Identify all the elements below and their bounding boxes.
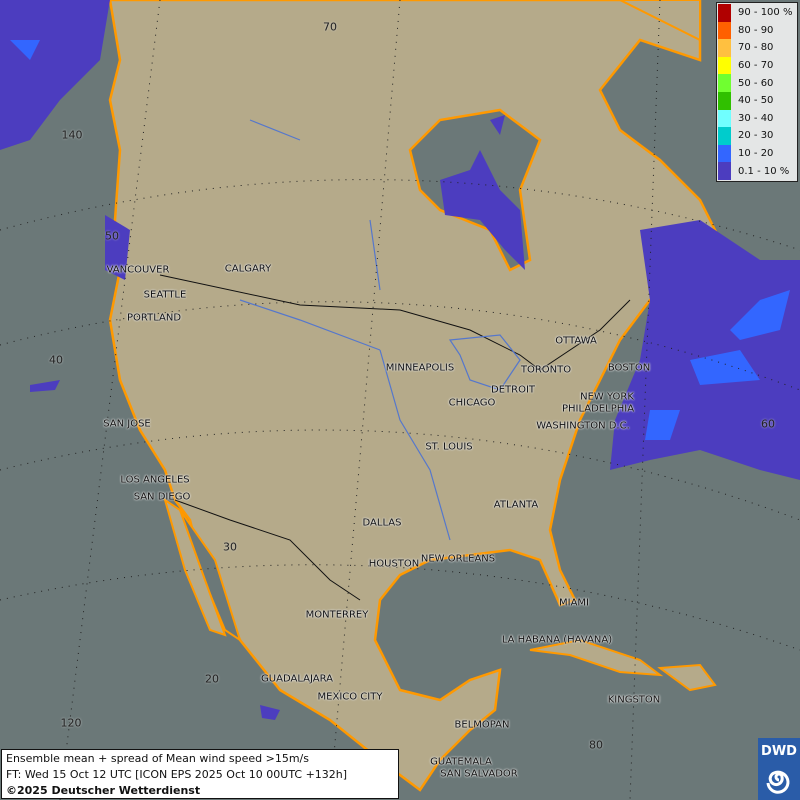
city-label: GUATEMALA [430, 756, 492, 768]
us-canada-border [159, 274, 631, 371]
legend-label: 70 - 80 [738, 42, 774, 54]
legend-swatch [718, 74, 731, 92]
city-label: BOSTON [607, 362, 651, 374]
city-label: CHICAGO [448, 397, 496, 409]
info-box: Ensemble mean + spread of Mean wind spee… [1, 749, 399, 799]
city-label: GUADALAJARA [261, 673, 333, 685]
grid-label: 50 [105, 229, 119, 243]
legend-label: 30 - 40 [738, 112, 774, 124]
city-label: KINGSTON [607, 694, 661, 706]
legend-item: 50 - 60 [718, 74, 796, 92]
grid-label: 140 [61, 128, 83, 142]
legend-item: 10 - 20 [718, 144, 796, 163]
city-label: SAN DIEGO [133, 491, 191, 503]
us-mexico-border [174, 499, 361, 601]
city-label: MEXICO CITY [317, 691, 383, 703]
grid-label: 120 [60, 716, 82, 730]
city-label: BELMOPAN [454, 719, 510, 731]
city-label: LA HABANA (HAVANA) [501, 634, 613, 646]
city-label: TORONTO [520, 364, 572, 376]
legend-label: 40 - 50 [738, 95, 774, 107]
grid-label: 80 [589, 738, 603, 752]
forecast-time: FT: Wed 15 Oct 12 UTC [ICON EPS 2025 Oct… [6, 768, 348, 781]
wind-area-10-20 [10, 40, 790, 440]
legend-swatch [718, 162, 731, 180]
city-label: WASHINGTON D.C. [536, 420, 630, 432]
city-label: DALLAS [362, 517, 402, 529]
grid-label: 70 [323, 20, 337, 34]
legend-item: 40 - 50 [718, 91, 796, 110]
city-label: NEW YORK [580, 391, 634, 403]
city-label: SEATTLE [143, 289, 187, 301]
city-label: MONTERREY [305, 609, 369, 621]
legend-swatch [718, 4, 731, 22]
city-label: SAN JOSE [103, 418, 151, 430]
logo-text: DWD [761, 744, 797, 759]
city-label: NEW ORLEANS [420, 553, 496, 565]
legend-label: 10 - 20 [738, 148, 774, 160]
legend-item: 80 - 90 [718, 21, 796, 40]
legend-item: 60 - 70 [718, 56, 796, 75]
city-label: DETROIT [490, 384, 536, 396]
legend-label: 50 - 60 [738, 77, 774, 89]
copyright: ©2025 Deutscher Wetterdienst [6, 784, 201, 797]
city-label: MINNEAPOLIS [385, 362, 455, 374]
land-cuba [529, 638, 664, 677]
legend-item: 20 - 30 [718, 127, 796, 145]
legend-label: 0.1 - 10 % [738, 165, 790, 177]
legend-label: 20 - 30 [738, 130, 774, 142]
legend: 90 - 100 % 80 - 90 70 - 80 60 - 70 50 - 60 40… [716, 2, 798, 182]
legend-swatch [718, 56, 731, 75]
grid-label: 30 [223, 540, 237, 554]
product-title: Ensemble mean + spread of Mean wind spee… [6, 752, 309, 765]
city-label: LOS ANGELES [120, 474, 190, 486]
legend-item: 90 - 100 % [718, 4, 796, 22]
legend-swatch [718, 109, 731, 128]
city-label: ATLANTA [493, 499, 539, 511]
legend-label: 60 - 70 [738, 60, 774, 72]
grid-label: 20 [205, 672, 219, 686]
city-label: ST. LOUIS [425, 441, 473, 453]
legend-item: 30 - 40 [718, 109, 796, 128]
legend-label: 90 - 100 % [738, 7, 793, 19]
legend-swatch [718, 39, 731, 57]
legend-swatch [718, 127, 731, 145]
dwd-spiral-icon [766, 770, 790, 794]
city-label: OTTAWA [555, 335, 597, 347]
city-label: VANCOUVER [106, 264, 170, 276]
legend-item: 70 - 80 [718, 39, 796, 57]
city-label: CALGARY [224, 263, 272, 275]
legend-swatch [718, 21, 731, 40]
legend-swatch [718, 91, 731, 110]
city-label: PORTLAND [126, 312, 182, 324]
city-label: MIAMI [559, 597, 589, 609]
grid-label: 40 [49, 353, 63, 367]
legend-label: 80 - 90 [738, 24, 774, 36]
city-label: HOUSTON [368, 558, 420, 570]
city-label: SAN SALVADOR [440, 768, 518, 780]
legend-swatch [718, 144, 731, 163]
legend-item: 0.1 - 10 % [718, 162, 796, 180]
grid-label: 60 [761, 417, 775, 431]
city-label: PHILADELPHIA [561, 403, 635, 415]
dwd-logo: DWD [758, 738, 800, 800]
